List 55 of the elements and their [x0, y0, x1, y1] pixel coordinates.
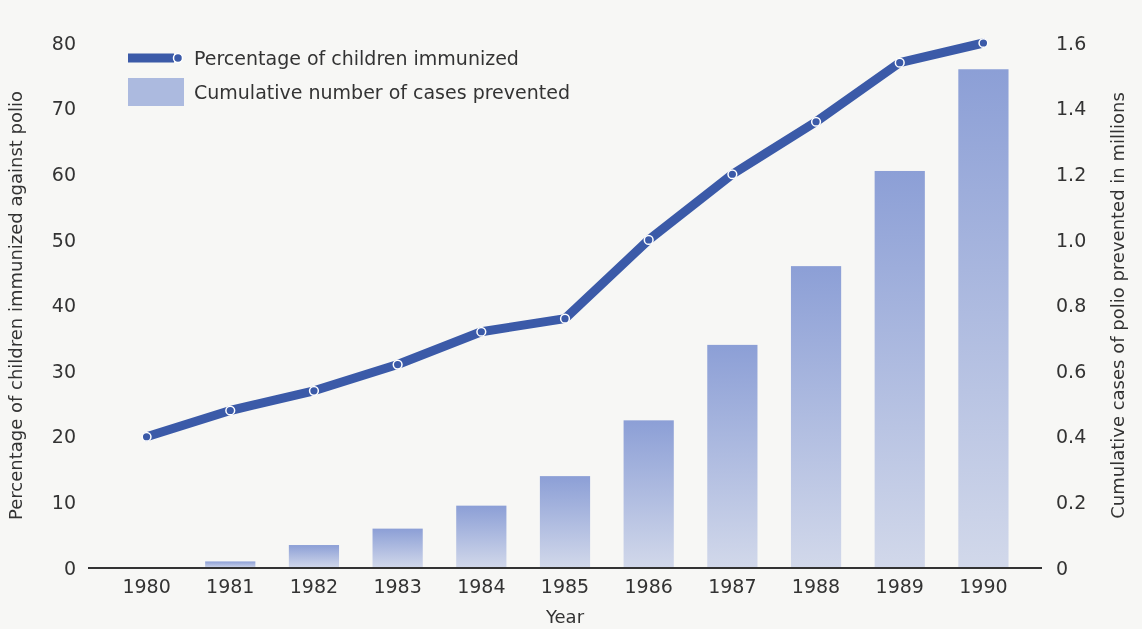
point: [225, 405, 236, 416]
bar: [707, 344, 758, 568]
bar: [623, 420, 674, 568]
point: [894, 57, 905, 68]
bar: [790, 266, 842, 568]
y2-tick-label: 0.4: [1056, 425, 1087, 448]
y2-tick-label: 1.6: [1056, 31, 1087, 54]
point: [727, 169, 738, 180]
point: [141, 431, 152, 442]
y2-tick-label: 0.8: [1056, 294, 1087, 317]
y2-tick-label: 1.4: [1056, 97, 1087, 120]
y-tick-label: 70: [51, 97, 76, 120]
legend-label: Cumulative number of cases prevented: [194, 80, 570, 103]
bar: [205, 561, 256, 568]
point: [392, 359, 403, 370]
point: [978, 37, 989, 49]
y-tick-label: 50: [51, 228, 76, 251]
y-tick-label: 30: [51, 359, 76, 382]
x-axis-title: Year: [544, 606, 585, 627]
bar: [958, 69, 1009, 568]
y-tick-label: 80: [51, 31, 76, 54]
y2-tick-label: 0: [1056, 556, 1069, 579]
x-tick-label: 1984: [457, 575, 506, 597]
x-tick-label: 1982: [289, 575, 339, 597]
bar: [456, 505, 507, 568]
y-tick-label: 40: [51, 294, 76, 317]
x-tick-label: 1989: [875, 575, 924, 597]
bar: [288, 545, 340, 568]
y2-tick-label: 1.0: [1056, 228, 1087, 251]
x-tick-label: 1980: [122, 575, 171, 597]
point: [810, 116, 822, 127]
y2-tick-label: 0.6: [1056, 359, 1087, 382]
x-tick-label: 1990: [959, 575, 1008, 597]
y-axis-title: Percentage of children immunized against polio: [5, 90, 26, 521]
y2-axis-title: Cumulative cases of polio prevented in millions: [1107, 92, 1128, 519]
x-tick-label: 1985: [540, 575, 590, 597]
point: [643, 234, 654, 245]
point: [308, 385, 320, 396]
x-tick-label: 1986: [624, 575, 673, 597]
x-tick-label: 1987: [708, 575, 757, 597]
y-tick-label: 10: [51, 491, 76, 514]
point: [559, 313, 571, 324]
y-tick-label: 60: [51, 162, 76, 185]
y2-tick-label: 0.2: [1056, 491, 1087, 514]
x-tick-label: 1981: [206, 575, 255, 597]
x-tick-label: 1983: [373, 575, 422, 597]
bar: [874, 170, 925, 568]
y-tick-label: 0: [63, 556, 76, 579]
bar: [372, 528, 423, 568]
point: [476, 326, 487, 337]
bar: [539, 476, 591, 568]
legend-label: Percentage of children immunized: [194, 46, 519, 69]
x-tick-label: 1988: [791, 575, 841, 597]
y-tick-label: 20: [51, 425, 76, 448]
y2-tick-label: 1.2: [1056, 162, 1087, 185]
